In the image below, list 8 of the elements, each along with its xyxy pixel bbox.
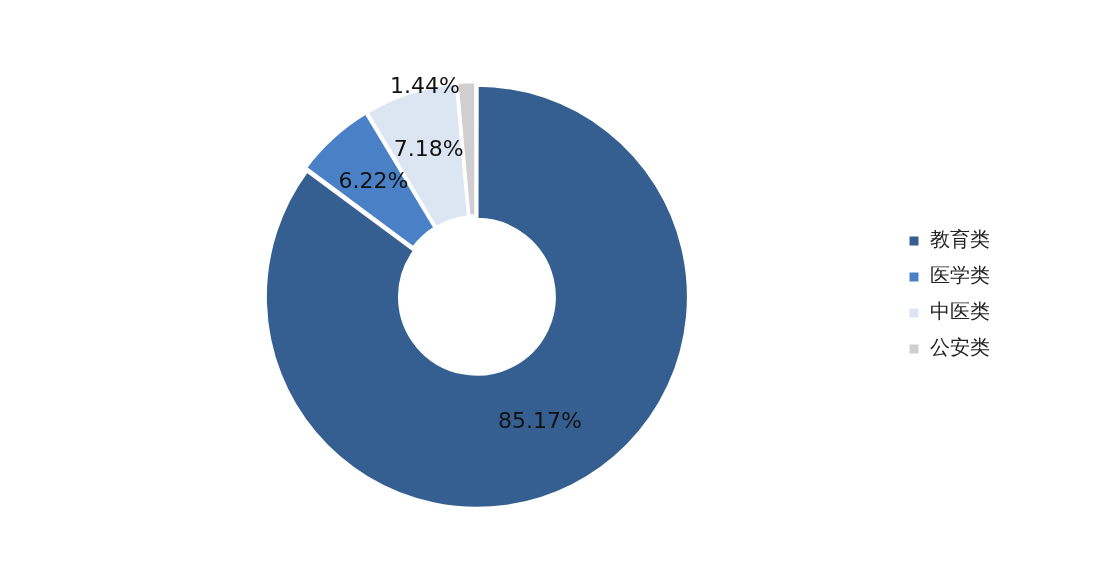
data-label: 7.18% <box>393 135 464 161</box>
data-label: 85.17% <box>498 407 582 433</box>
legend-label: 医学类 <box>930 263 990 288</box>
data-label: 1.44% <box>389 73 460 99</box>
legend-label: 教育类 <box>930 227 990 252</box>
data-label: 6.22% <box>338 167 409 193</box>
legend-label: 中医类 <box>930 299 990 324</box>
legend-label: 公安类 <box>930 335 990 360</box>
